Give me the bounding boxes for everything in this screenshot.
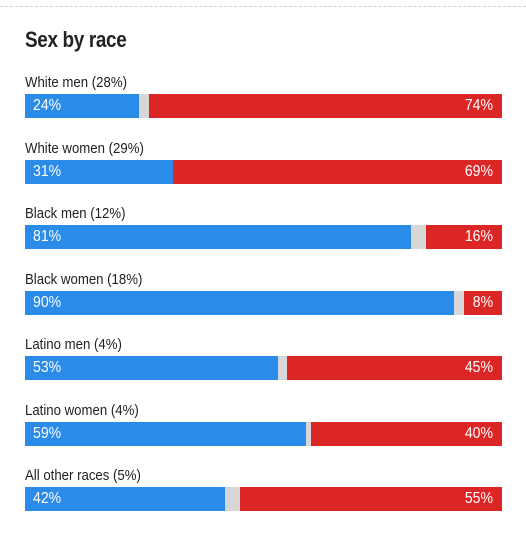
stacked-bar: 42% 55%	[25, 487, 502, 511]
bar-segment-left	[25, 159, 173, 184]
value-label-left: 24%	[33, 97, 62, 114]
bar-row: Latino men (4%) 53% 45%	[25, 336, 502, 402]
top-divider	[0, 6, 526, 7]
bar-row: Latino women (4%) 59% 40%	[25, 402, 502, 468]
bar-segment-left	[25, 487, 226, 511]
bar-row: White women (29%) 31% 69%	[25, 140, 502, 206]
bar-segment-right	[463, 290, 502, 315]
value-label-right: 16%	[464, 228, 493, 245]
value-label-left: 42%	[33, 490, 62, 507]
category-label: Black men (12%)	[25, 205, 126, 222]
bar-segment-left	[25, 421, 307, 446]
value-label-right: 40%	[464, 424, 493, 442]
category-label: Latino men (4%)	[25, 336, 122, 353]
bar-row: Black women (18%) 90% 8%	[25, 271, 502, 337]
bar-row: White men (28%) 24% 74%	[25, 74, 502, 140]
value-label-right: 8%	[472, 293, 493, 311]
category-label: White men (28%)	[25, 74, 127, 91]
stacked-bar: 90% 8%	[25, 290, 502, 315]
bar-segment-right	[287, 356, 502, 380]
bar-row: All other races (5%) 42% 55%	[25, 467, 502, 533]
category-label: All other races (5%)	[25, 467, 141, 484]
bar-segment-left	[25, 94, 140, 118]
category-label: White women (29%)	[25, 139, 144, 157]
value-label-left: 53%	[33, 359, 62, 376]
value-label-right: 45%	[464, 359, 493, 376]
bar-segment-right	[172, 159, 502, 184]
chart-title: Sex by race	[25, 27, 127, 52]
stacked-bar: 81% 16%	[25, 225, 502, 249]
bar-segment-left	[25, 356, 278, 380]
stacked-bar: 59% 40%	[25, 421, 502, 446]
stacked-bar: 31% 69%	[25, 159, 502, 184]
value-label-left: 81%	[33, 228, 62, 245]
bar-segment-right	[149, 94, 502, 118]
bar-segment-right	[425, 225, 502, 249]
bar-segment-right	[239, 487, 502, 511]
value-label-left: 59%	[33, 424, 62, 442]
bar-segment-left	[25, 290, 455, 315]
bar-segment-right	[311, 421, 502, 446]
bar-segment-left	[25, 225, 412, 249]
stacked-bar: 53% 45%	[25, 356, 502, 380]
bar-row: Black men (12%) 81% 16%	[25, 205, 502, 271]
category-label: Black women (18%)	[25, 270, 143, 288]
value-label-left: 31%	[33, 162, 62, 180]
stacked-bar: 24% 74%	[25, 94, 502, 118]
value-label-right: 69%	[464, 162, 493, 180]
value-label-left: 90%	[33, 293, 62, 311]
value-label-right: 55%	[464, 490, 493, 507]
category-label: Latino women (4%)	[25, 401, 139, 419]
value-label-right: 74%	[464, 97, 493, 114]
